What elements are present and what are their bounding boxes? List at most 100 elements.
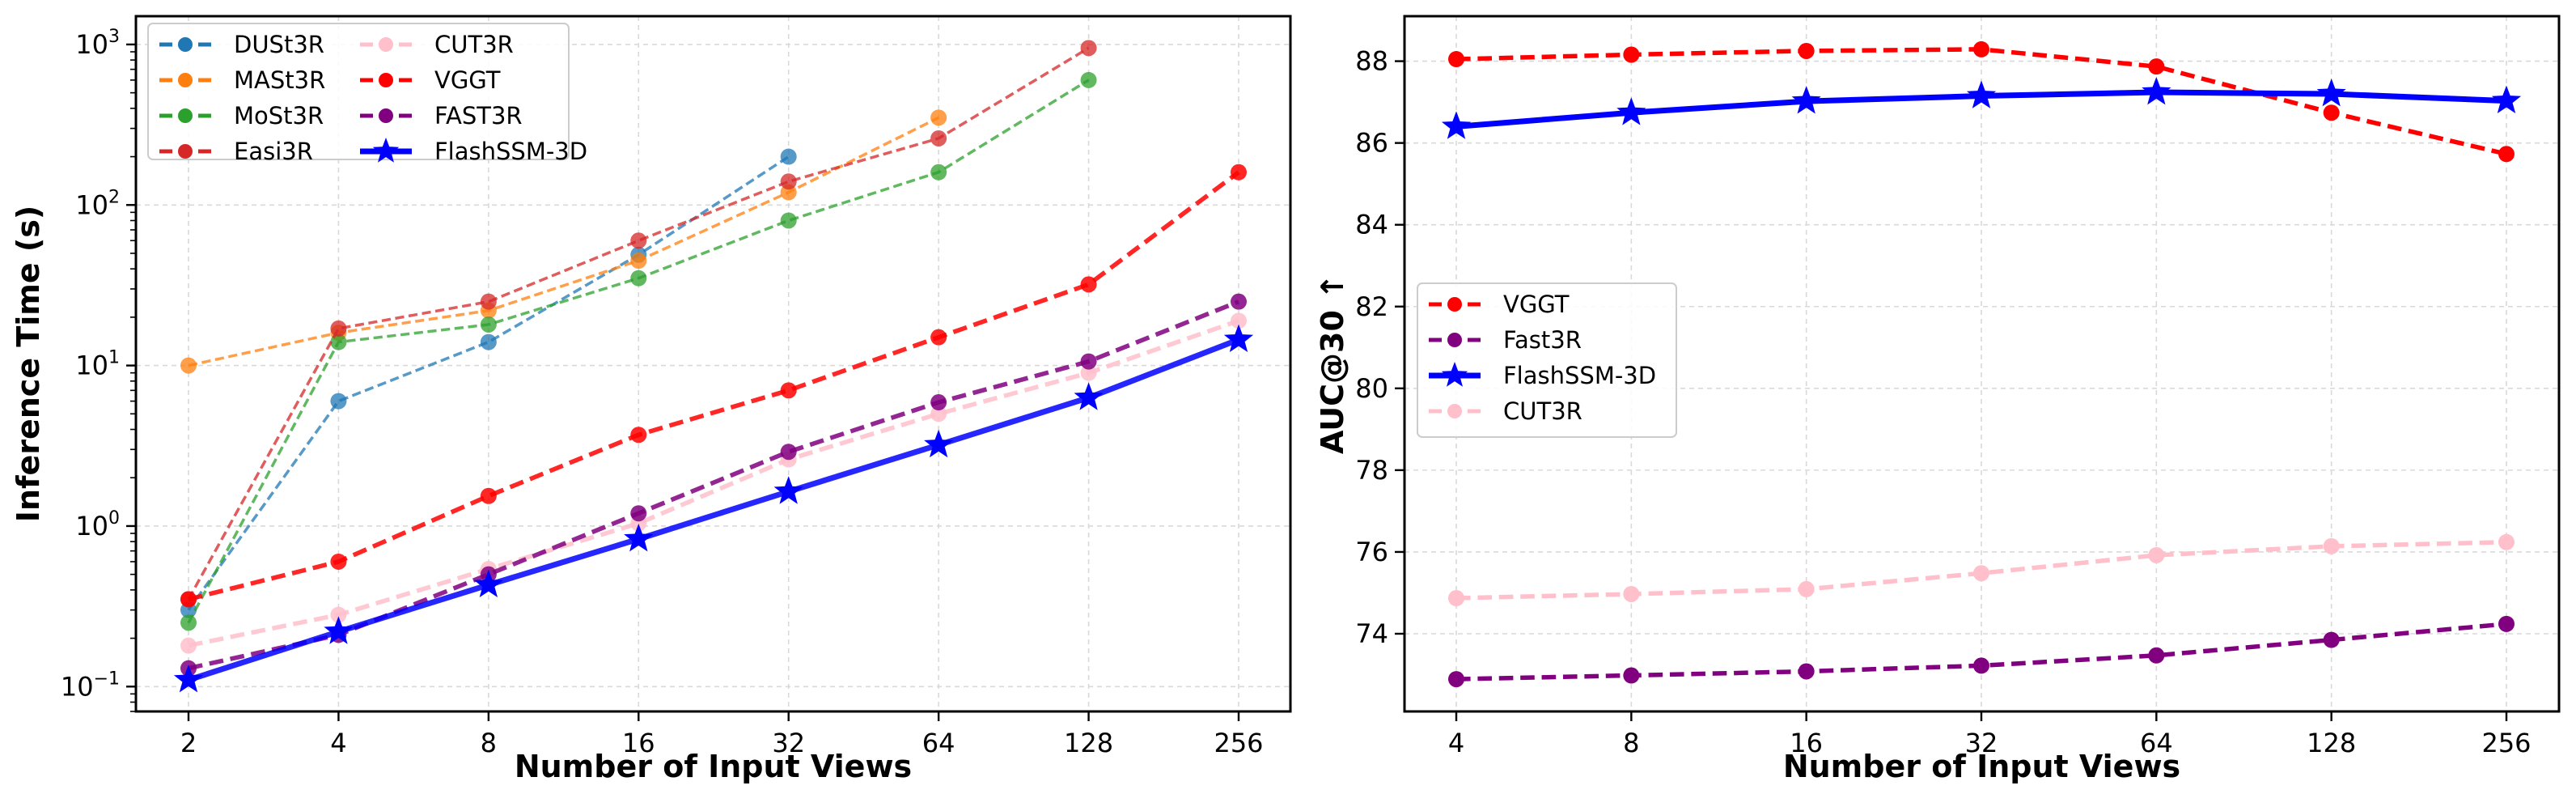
data-point bbox=[780, 444, 797, 461]
data-point bbox=[780, 212, 797, 229]
y-tick-label: 10−1 bbox=[61, 669, 120, 702]
data-point-star bbox=[1791, 86, 1821, 114]
legend-label: DUSt3R bbox=[234, 31, 324, 58]
y-tick-label: 100 bbox=[75, 508, 120, 541]
data-point bbox=[1080, 71, 1097, 88]
data-point bbox=[480, 333, 497, 350]
legend-label: MoSt3R bbox=[234, 102, 324, 130]
x-tick-label: 8 bbox=[481, 728, 497, 758]
data-point bbox=[2498, 533, 2515, 550]
data-point-star bbox=[2142, 77, 2171, 105]
y-tick-label: 82 bbox=[1355, 291, 1388, 322]
data-point-star bbox=[2491, 85, 2522, 113]
legend-item-vggt: VGGT bbox=[1429, 291, 1570, 318]
y-tick-label: 76 bbox=[1355, 537, 1388, 567]
legend-item-dust3r: DUSt3R bbox=[159, 31, 324, 58]
y-tick-label: 101 bbox=[75, 348, 120, 381]
series-vggt bbox=[1448, 40, 2515, 163]
data-point-star bbox=[924, 429, 954, 458]
data-point bbox=[180, 591, 197, 608]
data-point bbox=[1231, 163, 1247, 180]
data-point bbox=[1231, 293, 1247, 310]
x-tick-label: 32 bbox=[772, 728, 805, 758]
data-point bbox=[780, 148, 797, 165]
data-point bbox=[180, 357, 197, 374]
legend-label: CUT3R bbox=[434, 31, 514, 58]
series-vggt bbox=[180, 163, 1247, 608]
data-point bbox=[2498, 146, 2515, 163]
data-point bbox=[1973, 657, 1989, 674]
legend-item-cut3r: CUT3R bbox=[360, 31, 514, 58]
legend-star-marker bbox=[1441, 362, 1468, 387]
legend-label: CUT3R bbox=[1503, 397, 1582, 425]
data-point bbox=[1798, 580, 1815, 597]
series-cut3r bbox=[1448, 533, 2515, 607]
legend-marker bbox=[379, 37, 393, 52]
legend-label: Fast3R bbox=[1503, 326, 1582, 354]
data-point bbox=[480, 316, 497, 333]
series-line bbox=[188, 318, 1239, 648]
legend-item-cut3r: CUT3R bbox=[1429, 397, 1582, 425]
x-tick-label: 16 bbox=[622, 728, 655, 758]
series-flashssm-3d bbox=[173, 324, 1254, 693]
y-tick-label: 88 bbox=[1355, 46, 1388, 77]
x-tick-label: 4 bbox=[1448, 728, 1464, 758]
legend-label: VGGT bbox=[1503, 291, 1570, 318]
data-point bbox=[630, 232, 647, 249]
legend-box bbox=[1417, 282, 1677, 438]
data-point bbox=[2148, 647, 2165, 664]
legend-item-fast3r: Fast3R bbox=[1429, 326, 1582, 354]
x-tick-label: 2 bbox=[180, 728, 197, 758]
y-tick-label: 74 bbox=[1355, 618, 1388, 649]
data-point bbox=[1623, 46, 1640, 63]
legend-marker bbox=[379, 108, 393, 123]
inference-time-chart: 2 4 8 16 32 64 128 256 10−1 100 101 102 103 Number o… bbox=[11, 15, 1292, 784]
data-point bbox=[930, 405, 947, 422]
legend-marker bbox=[1447, 297, 1462, 312]
data-point bbox=[1080, 364, 1097, 381]
data-point bbox=[2323, 537, 2340, 554]
data-point-star bbox=[1074, 382, 1104, 410]
data-point bbox=[780, 382, 797, 399]
auc-chart: 4 8 16 32 64 128 256 74 76 78 80 82 84 86 88 Number of… bbox=[1315, 15, 2561, 784]
legend-marker bbox=[1447, 404, 1462, 418]
data-point bbox=[2498, 615, 2515, 632]
legend-label: FlashSSM-3D bbox=[434, 138, 587, 165]
x-tick-label: 64 bbox=[922, 728, 955, 758]
y-axis-label: AUC@30 ↑ bbox=[1315, 274, 1350, 454]
y-tick-label: 78 bbox=[1355, 455, 1388, 486]
data-point bbox=[2148, 546, 2165, 563]
data-point bbox=[930, 394, 947, 411]
data-point-star bbox=[1223, 324, 1254, 352]
series-easi3r bbox=[180, 40, 1097, 608]
x-tick-label: 16 bbox=[1790, 728, 1823, 758]
data-point bbox=[930, 163, 947, 180]
legend-star-marker bbox=[372, 138, 400, 163]
data-point bbox=[480, 487, 497, 504]
legend-marker bbox=[1447, 333, 1462, 347]
data-point bbox=[180, 614, 197, 631]
data-point bbox=[180, 637, 197, 654]
legend-item-vggt: VGGT bbox=[360, 66, 501, 94]
data-point bbox=[1080, 353, 1097, 370]
x-tick-label: 256 bbox=[1214, 728, 1263, 758]
legend-label: FlashSSM-3D bbox=[1503, 362, 1656, 389]
series-most3r bbox=[180, 71, 1097, 631]
y-tick-label: 84 bbox=[1355, 210, 1388, 240]
series-line bbox=[188, 116, 939, 367]
legend-label: FAST3R bbox=[434, 102, 523, 130]
legend-item-flashssm-3d: FlashSSM-3D bbox=[360, 138, 587, 165]
data-point bbox=[2148, 58, 2165, 75]
legend-box bbox=[147, 23, 570, 160]
data-point bbox=[630, 270, 647, 287]
legend-item-most3r: MoSt3R bbox=[159, 102, 324, 130]
legend-marker bbox=[379, 73, 393, 87]
x-tick-label: 64 bbox=[2140, 728, 2173, 758]
data-point bbox=[1448, 671, 1464, 688]
x-tick-label: 4 bbox=[330, 728, 346, 758]
data-point bbox=[1973, 565, 1989, 582]
data-point bbox=[2323, 104, 2340, 121]
x-axis-label: Number of Input Views bbox=[1783, 749, 2180, 784]
data-point-star bbox=[1966, 80, 1997, 108]
data-point bbox=[930, 130, 947, 146]
